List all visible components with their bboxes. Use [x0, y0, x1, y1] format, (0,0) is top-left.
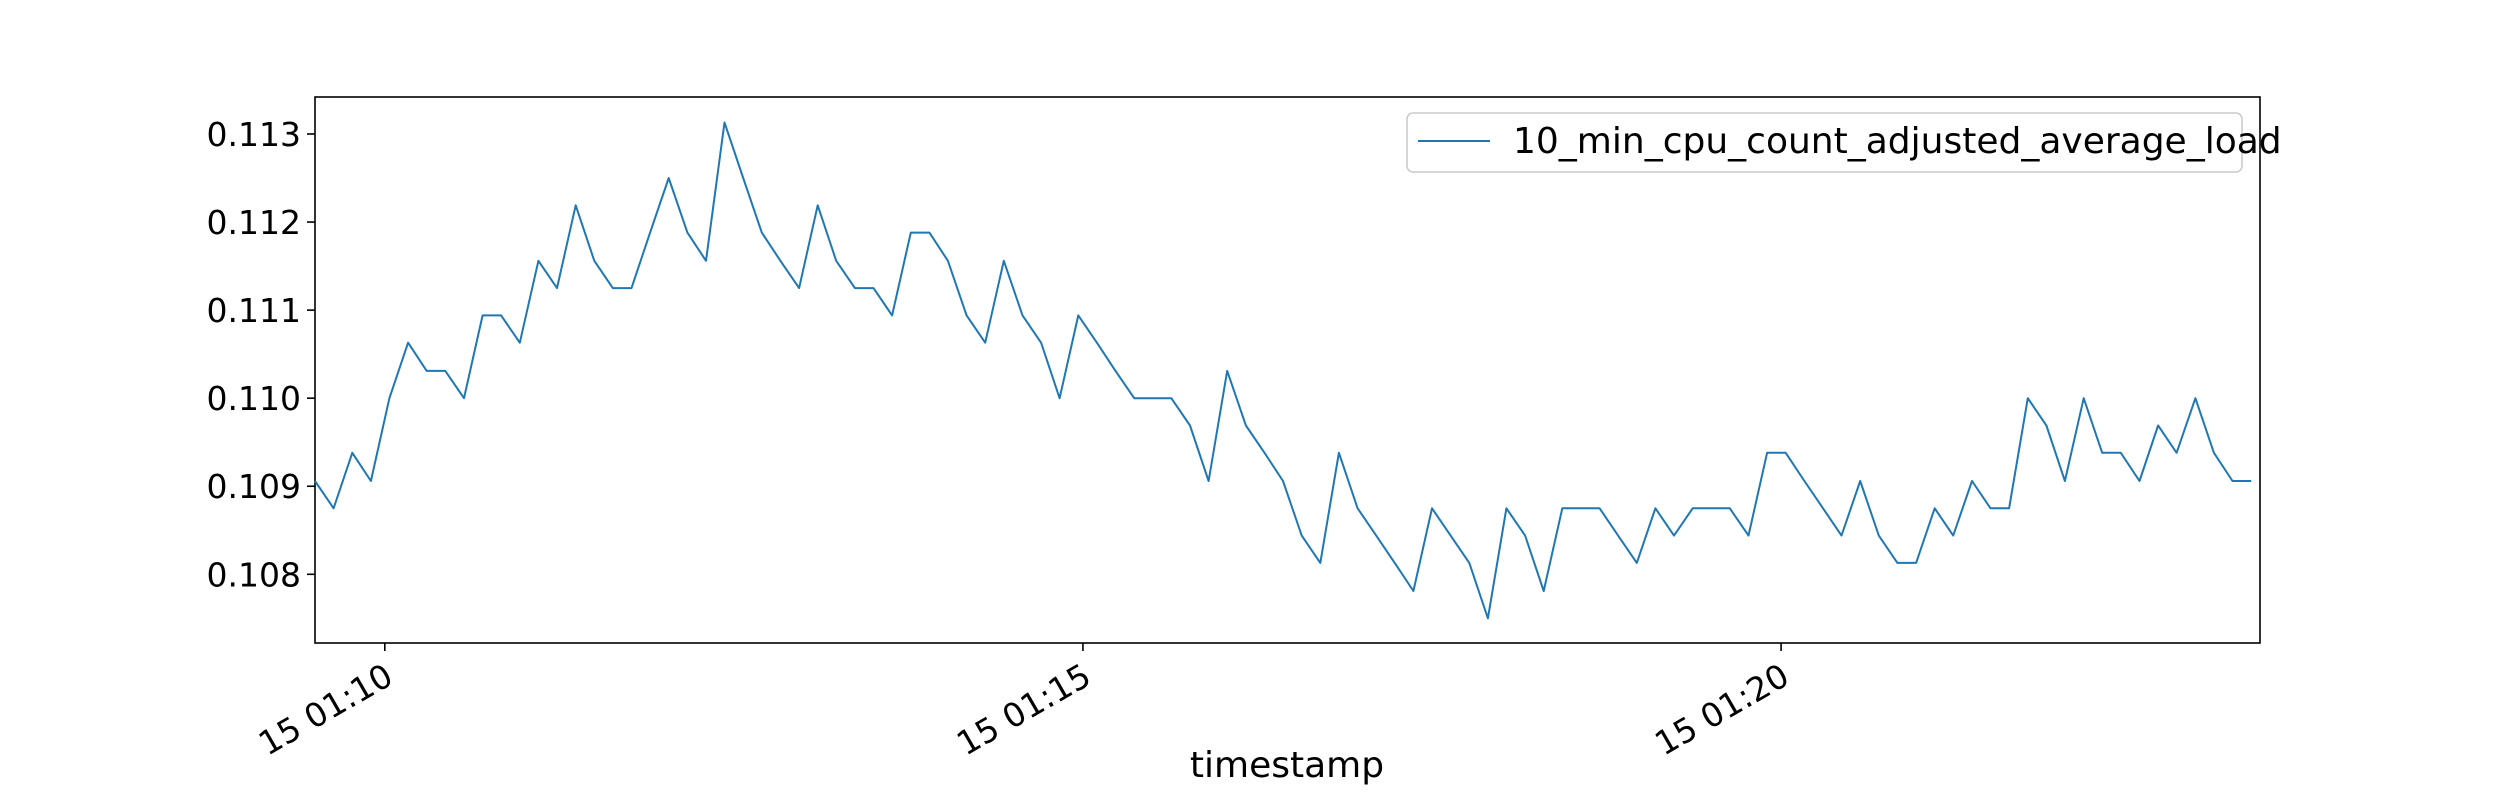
- legend-box: [1406, 112, 2243, 173]
- y-tick-label: 0.113: [207, 115, 301, 154]
- y-axis: 0.108 0.109 0.110 0.111 0.112 0.113: [207, 115, 315, 594]
- y-tick-label: 0.110: [207, 379, 301, 418]
- series-line: [314, 121, 2252, 620]
- y-tick-label: 0.109: [207, 467, 301, 506]
- y-tick-label: 0.112: [207, 203, 301, 242]
- legend-entry-label: 10_min_cpu_count_adjusted_average_load: [1513, 121, 2282, 162]
- plot-area-frame: [314, 96, 2261, 644]
- x-tick-label: 15 01:20: [1648, 656, 1795, 764]
- x-axis-label: timestamp: [1190, 745, 1384, 786]
- y-tick-label: 0.108: [207, 555, 301, 594]
- y-tick-label: 0.111: [207, 291, 301, 330]
- x-axis: 15 01:10 15 01:15 15 01:20: [252, 643, 1795, 764]
- x-tick-label: 15 01:10: [252, 656, 399, 764]
- x-tick-label: 15 01:15: [950, 656, 1097, 764]
- legend: 10_min_cpu_count_adjusted_average_load: [1406, 112, 2282, 173]
